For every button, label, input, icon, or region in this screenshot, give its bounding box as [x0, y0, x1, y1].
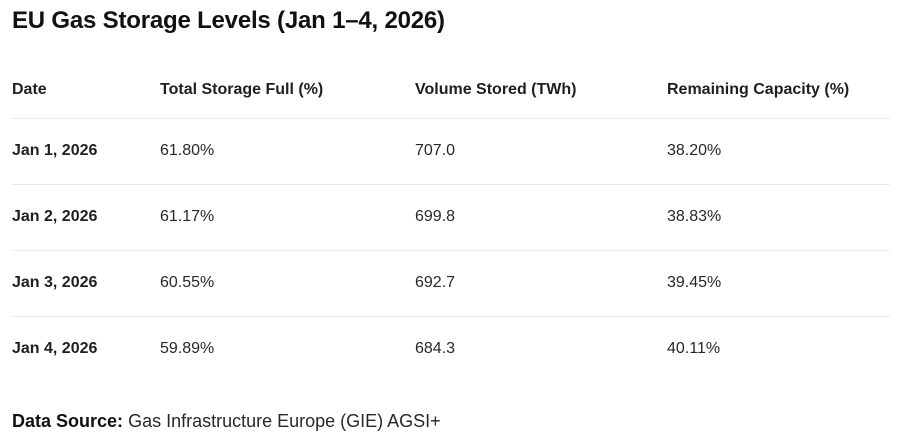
cell-volume-stored: 699.8: [415, 184, 667, 251]
cell-remaining-capacity: 39.45%: [667, 250, 890, 317]
column-header-volume-stored: Volume Stored (TWh): [415, 35, 667, 119]
cell-date: Jan 3, 2026: [12, 250, 160, 317]
cell-remaining-capacity: 40.11%: [667, 339, 721, 357]
cell-total-storage-full: 61.17%: [160, 184, 415, 251]
table-row: Jan 3, 2026 60.55% 692.7 39.45%: [12, 250, 890, 317]
cell-remaining-capacity: 38.20%: [667, 118, 890, 185]
column-header-total-storage-full: Total Storage Full (%): [160, 35, 415, 119]
cell-volume-stored: 684.3: [415, 339, 456, 357]
cell-date: Jan 2, 2026: [12, 184, 160, 251]
cell-remaining-capacity: 38.83%: [667, 184, 890, 251]
page-title: EU Gas Storage Levels (Jan 1–4, 2026): [12, 7, 445, 34]
cell-volume-stored: 707.0: [415, 118, 667, 185]
table-header: Date Total Storage Full (%) Volume Store…: [12, 35, 890, 119]
cell-volume-stored: 692.7: [415, 250, 667, 317]
table-row: Jan 1, 2026 61.80% 707.0 38.20%: [12, 118, 890, 185]
header-row: Date Total Storage Full (%) Volume Store…: [12, 35, 890, 119]
cell-total-storage-full: 60.55%: [160, 250, 415, 317]
cell-date: Jan 1, 2026: [12, 118, 160, 185]
table-body: Jan 1, 2026 61.80% 707.0 38.20% Jan 2, 2…: [12, 118, 890, 382]
column-header-date: Date: [12, 35, 160, 119]
cell-total-storage-full: 59.89%: [160, 339, 215, 357]
gas-storage-table: Date Total Storage Full (%) Volume Store…: [12, 35, 890, 382]
cell-total-storage-full: 61.80%: [160, 118, 415, 185]
data-source-footer: Data Source: Gas Infrastructure Europe (…: [12, 410, 890, 432]
cell-date: Jan 4, 2026: [12, 339, 98, 357]
table-row: Jan 2, 2026 61.17% 699.8 38.83%: [12, 184, 890, 251]
data-source-value: Gas Infrastructure Europe (GIE) AGSI+: [128, 410, 441, 431]
data-source-label: Data Source:: [12, 410, 124, 431]
table-row: Jan 4, 2026 59.89% 684.3 40.11%: [12, 316, 890, 382]
column-header-remaining-capacity: Remaining Capacity (%): [667, 35, 890, 119]
